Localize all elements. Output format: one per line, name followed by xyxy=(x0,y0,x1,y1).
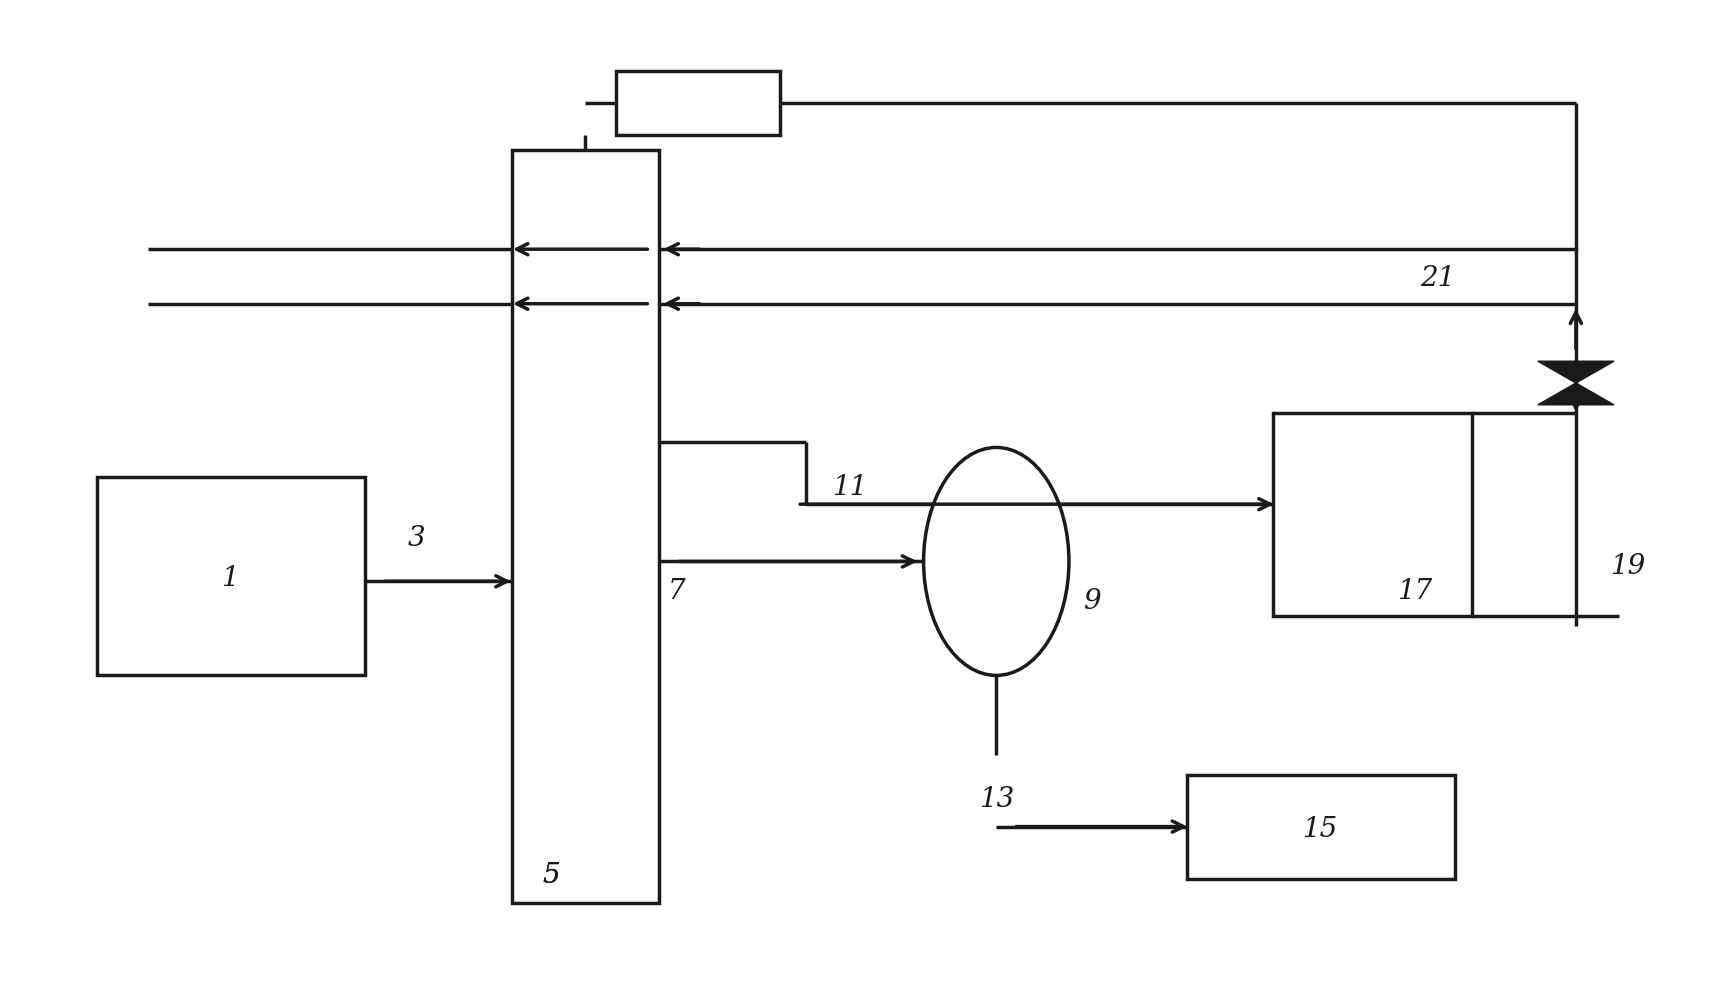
Text: 11: 11 xyxy=(831,473,866,501)
Text: 15: 15 xyxy=(1301,815,1337,843)
Text: 9: 9 xyxy=(1082,587,1100,614)
Text: 1: 1 xyxy=(222,565,239,591)
Text: 5: 5 xyxy=(542,862,559,890)
Text: 13: 13 xyxy=(979,786,1013,813)
Polygon shape xyxy=(1536,383,1612,405)
Bar xyxy=(1186,774,1453,879)
Bar xyxy=(97,477,364,675)
Text: 17: 17 xyxy=(1396,578,1432,604)
Polygon shape xyxy=(1536,361,1612,383)
Text: 7: 7 xyxy=(667,578,684,604)
Text: 5: 5 xyxy=(542,862,559,890)
Text: 19: 19 xyxy=(1609,553,1644,580)
Bar xyxy=(1273,413,1470,616)
Ellipse shape xyxy=(923,447,1069,675)
Bar xyxy=(615,71,779,135)
Text: 3: 3 xyxy=(407,525,426,552)
Text: 21: 21 xyxy=(1419,265,1455,292)
Bar xyxy=(511,150,658,904)
